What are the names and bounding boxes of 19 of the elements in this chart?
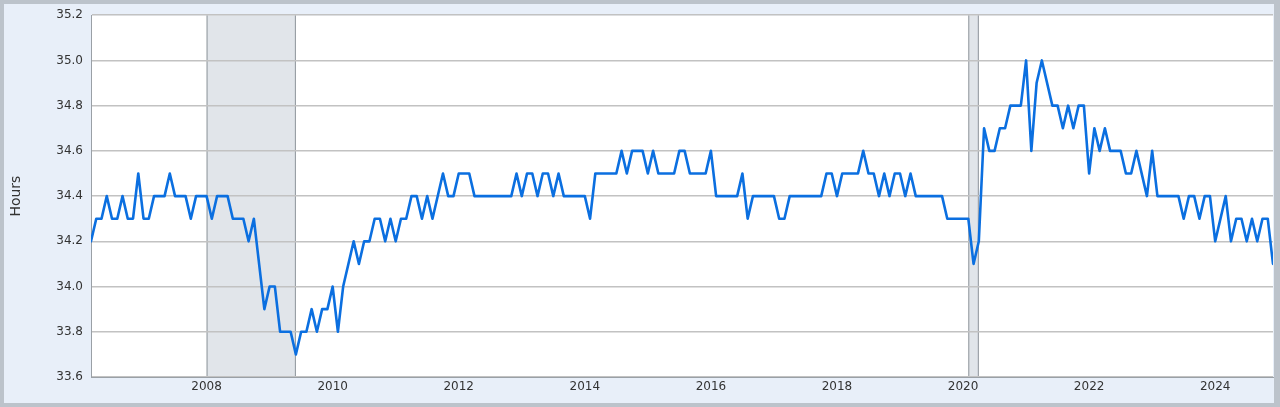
x-tick-label: 2022 [1073, 379, 1105, 394]
x-tick-label: 2010 [317, 379, 348, 394]
x-tick-label: 2018 [821, 379, 853, 394]
y-tick-label: 34.4 [56, 188, 83, 203]
y-tick-label: 35.0 [56, 52, 83, 67]
y-tick-label: 33.8 [56, 323, 83, 338]
y-axis-title: Hours [7, 175, 24, 217]
y-tick-label: 34.6 [56, 143, 83, 157]
y-tick-label: 34.8 [56, 97, 83, 112]
y-tick-label: 35.2 [56, 7, 83, 22]
y-tick-label: 33.6 [56, 369, 83, 384]
x-tick-label: 2020 [947, 379, 979, 394]
x-tick-label: 2012 [443, 379, 475, 394]
y-tick-label: 34.0 [56, 278, 83, 293]
y-tick-label: 34.2 [56, 233, 83, 248]
x-tick-label: 2016 [695, 379, 727, 394]
x-tick-label: 2014 [569, 379, 601, 394]
x-tick-label: 2024 [1199, 379, 1231, 394]
x-tick-label: 2008 [191, 379, 222, 394]
